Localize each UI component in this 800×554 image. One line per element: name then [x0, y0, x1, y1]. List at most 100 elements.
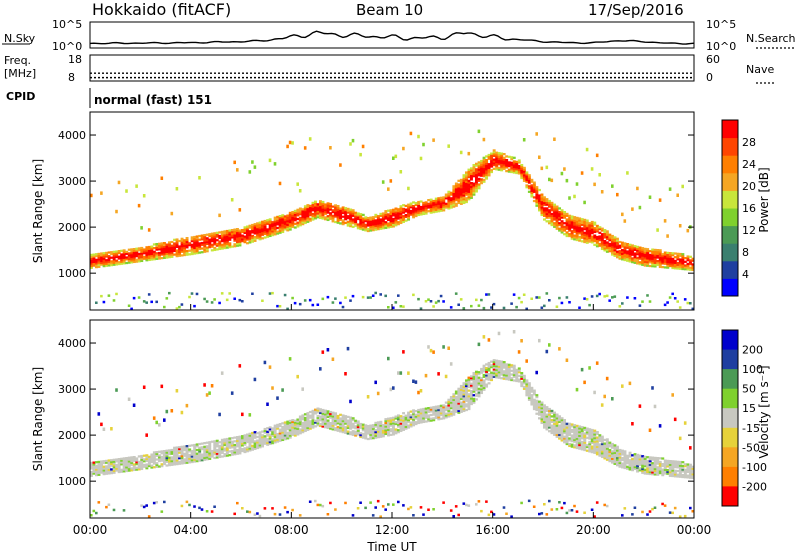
power-cell — [190, 247, 194, 250]
velocity-cell — [616, 449, 619, 452]
power-cell — [301, 223, 305, 226]
power-cell — [379, 227, 383, 230]
velocity-cell — [160, 452, 164, 455]
power-cell — [646, 251, 650, 255]
velocity-cell — [605, 440, 609, 443]
velocity-cell — [225, 439, 229, 442]
velocity-cell — [538, 411, 541, 414]
power-cell — [434, 199, 438, 202]
power-cell — [419, 200, 423, 203]
power-cell — [457, 190, 461, 193]
power-cell — [663, 253, 667, 256]
velocity-cell — [538, 406, 541, 409]
power-cell — [545, 198, 549, 201]
velocity-cell — [397, 500, 400, 504]
power-cell — [145, 249, 149, 253]
power-cell — [389, 216, 393, 219]
velocity-cell — [673, 466, 677, 469]
power-cell — [550, 201, 554, 205]
velocity-cell — [442, 409, 446, 413]
velocity-cell — [404, 422, 408, 425]
velocity-cell — [349, 399, 352, 404]
velocity-cell — [233, 443, 237, 447]
velocity-cell — [691, 474, 695, 478]
power-cell — [643, 255, 647, 258]
velocity-cell — [570, 434, 574, 437]
power-cell — [319, 200, 322, 203]
power-cell — [258, 228, 262, 232]
power-cell — [457, 198, 461, 201]
velocity-cell — [308, 425, 312, 428]
velocity-cell — [548, 411, 551, 414]
power-cell — [241, 238, 244, 241]
power-cell — [490, 169, 494, 172]
velocity-cell — [303, 416, 307, 420]
velocity-cell — [477, 382, 481, 385]
power-cell — [459, 298, 463, 301]
velocity-cell — [472, 377, 476, 380]
power-cell — [666, 259, 670, 262]
velocity-cell — [371, 429, 375, 432]
power-cell — [459, 180, 463, 183]
power-colorbar-label: Power [dB] — [757, 167, 771, 232]
colorbar-tick-label: 200 — [742, 344, 763, 357]
power-cell — [140, 226, 143, 230]
power-cell — [125, 261, 129, 265]
power-cell — [321, 204, 325, 207]
velocity-cell — [417, 414, 421, 417]
power-cell — [595, 224, 599, 228]
velocity-cell — [495, 363, 499, 366]
velocity-cell — [336, 425, 340, 429]
power-cell — [160, 176, 164, 180]
velocity-cell — [243, 439, 247, 443]
power-cell — [633, 261, 637, 264]
power-cell — [173, 248, 177, 251]
velocity-cell — [510, 364, 514, 367]
velocity-cell — [495, 372, 499, 375]
velocity-cell — [281, 422, 285, 425]
power-cell — [686, 257, 690, 260]
velocity-cell — [193, 451, 197, 454]
velocity-cell — [246, 435, 249, 438]
power-cell — [130, 255, 134, 258]
velocity-cell — [598, 436, 602, 439]
power-cell — [306, 204, 310, 207]
power-cell — [178, 250, 182, 254]
power-cell — [432, 207, 436, 210]
power-cell — [409, 209, 413, 213]
power-cell — [409, 204, 413, 207]
velocity-cell — [112, 466, 116, 469]
velocity-cell — [616, 445, 619, 448]
power-cell — [303, 205, 307, 208]
velocity-cell — [618, 450, 622, 454]
power-cell — [618, 255, 622, 258]
power-cell — [643, 253, 647, 256]
velocity-cell — [467, 404, 471, 407]
power-cell — [241, 240, 244, 243]
power-cell — [465, 176, 468, 180]
velocity-cell — [402, 412, 406, 415]
power-cell — [301, 210, 305, 213]
velocity-cell — [97, 468, 101, 471]
velocity-cell — [434, 407, 438, 410]
velocity-cell — [268, 429, 272, 433]
velocity-cell — [147, 459, 151, 462]
power-cell — [392, 156, 395, 160]
velocity-cell — [248, 443, 252, 447]
power-cell — [631, 251, 635, 255]
power-cell — [535, 197, 539, 200]
power-cell — [447, 207, 451, 210]
velocity-cell — [492, 359, 496, 362]
power-cell — [233, 297, 236, 300]
velocity-cell — [608, 460, 612, 463]
velocity-cell — [354, 432, 358, 435]
velocity-cell — [454, 399, 458, 402]
velocity-cell — [520, 375, 524, 378]
power-cell — [361, 217, 365, 220]
velocity-cell — [683, 470, 687, 473]
power-cell — [339, 216, 343, 220]
velocity-cell — [638, 454, 642, 457]
velocity-cell — [301, 431, 305, 434]
velocity-cell — [205, 456, 209, 459]
velocity-cell — [563, 419, 567, 422]
